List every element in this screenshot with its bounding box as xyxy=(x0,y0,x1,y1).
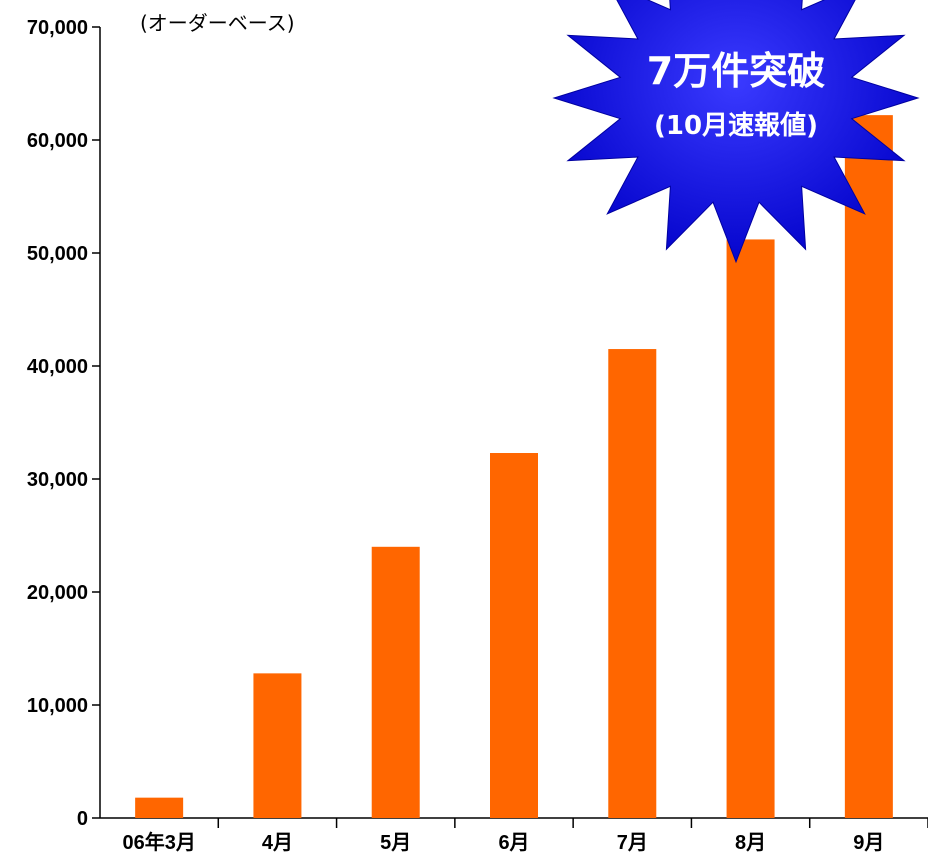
callout-title: 7万件突破 xyxy=(647,49,825,93)
x-tick-label: 8月 xyxy=(735,832,766,854)
y-tick-label: 40,000 xyxy=(27,356,88,378)
callout-subtitle: (10月速報値) xyxy=(654,111,818,141)
bar-1 xyxy=(135,797,184,818)
x-tick-label: 06年3月 xyxy=(122,830,195,854)
y-tick-label: 10,000 xyxy=(27,695,88,717)
bars xyxy=(135,115,893,818)
y-tick-label: 20,000 xyxy=(27,582,88,604)
y-tick-label: 30,000 xyxy=(27,469,88,491)
callout-starburst: 7万件突破 (10月速報値) xyxy=(552,0,920,264)
x-tick-label: 5月 xyxy=(380,832,411,854)
unit-label: (オーダーベース) xyxy=(140,11,295,35)
y-tick-label: 70,000 xyxy=(27,17,88,39)
y-tick-label: 0 xyxy=(77,808,88,830)
y-axis: 0 10,000 20,000 30,000 40,000 50,000 60,000 70,… xyxy=(27,17,101,830)
x-axis: 06年3月 4月 5月 6月 7月 8月 9月 xyxy=(100,817,928,854)
bar-2 xyxy=(253,673,302,818)
starburst-shape xyxy=(552,0,920,264)
x-tick-label: 6月 xyxy=(498,832,529,854)
x-tick-label: 9月 xyxy=(853,832,884,854)
bar-7 xyxy=(844,115,893,818)
x-tick-label: 4月 xyxy=(262,832,293,854)
bar-5 xyxy=(608,349,657,818)
y-tick-label: 60,000 xyxy=(27,130,88,152)
x-tick-label: 7月 xyxy=(617,832,648,854)
bar-6 xyxy=(726,239,775,818)
y-tick-label: 50,000 xyxy=(27,243,88,265)
bar-3 xyxy=(371,546,420,818)
bar-4 xyxy=(490,453,538,818)
